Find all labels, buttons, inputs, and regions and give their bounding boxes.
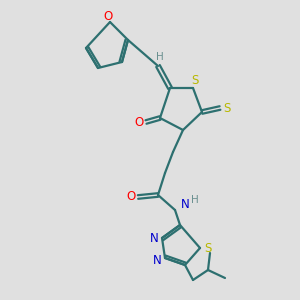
Text: N: N — [153, 254, 161, 266]
Text: N: N — [181, 197, 189, 211]
Text: S: S — [204, 242, 212, 254]
Text: S: S — [191, 74, 199, 86]
Text: O: O — [126, 190, 136, 203]
Text: O: O — [103, 11, 112, 23]
Text: N: N — [150, 232, 158, 244]
Text: S: S — [223, 101, 231, 115]
Text: H: H — [191, 195, 199, 205]
Text: O: O — [134, 116, 144, 128]
Text: H: H — [156, 52, 164, 62]
